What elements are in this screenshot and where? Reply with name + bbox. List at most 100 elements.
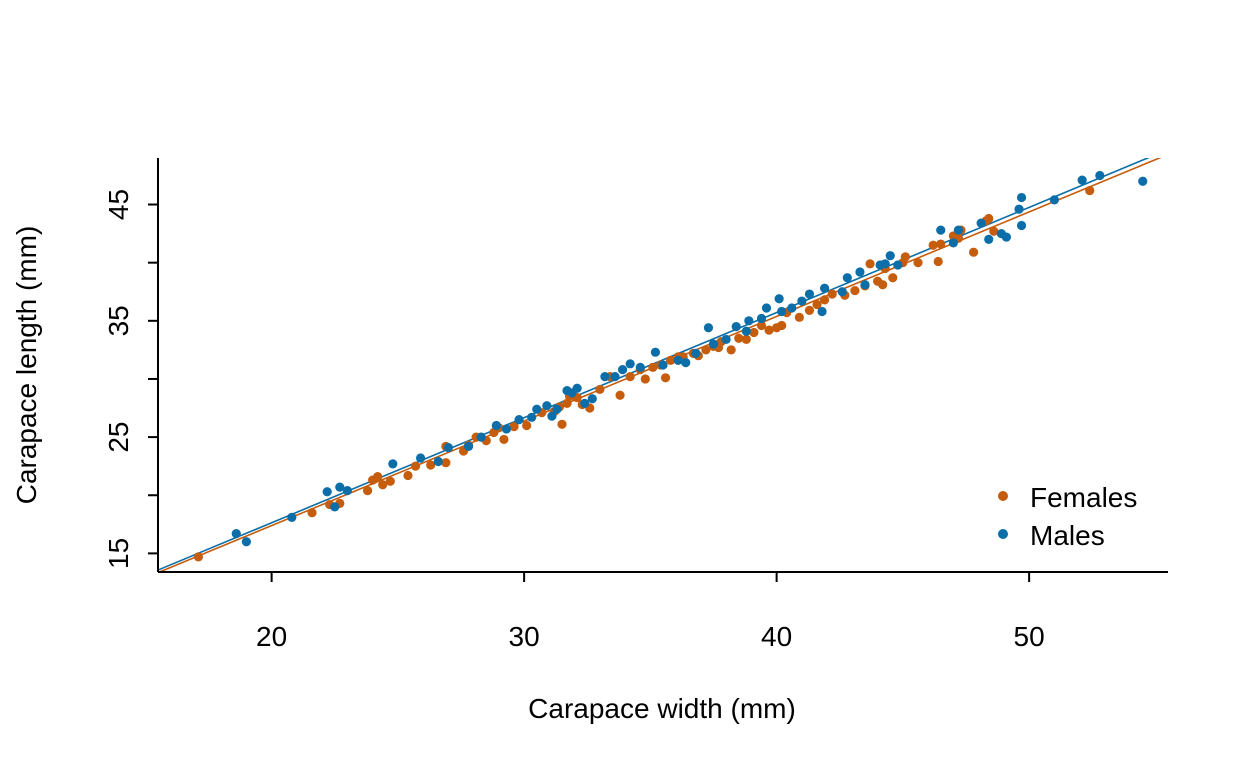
point-females (625, 372, 635, 382)
point-females (441, 458, 451, 468)
point-females (734, 333, 744, 343)
point-females (749, 327, 759, 338)
point-females (307, 508, 317, 518)
point-males (787, 303, 797, 313)
point-males (491, 420, 501, 431)
point-males (885, 251, 895, 261)
point-females (557, 419, 567, 429)
point-males (635, 362, 645, 372)
point-males (953, 225, 964, 235)
point-females (878, 280, 888, 290)
point-females (509, 422, 519, 432)
x-tick-label: 40 (761, 621, 792, 652)
point-females (499, 434, 509, 445)
point-females (928, 240, 938, 250)
data-points (193, 170, 1148, 562)
point-males (1095, 170, 1105, 181)
point-males (731, 322, 741, 332)
point-females (562, 398, 572, 408)
point-females (426, 460, 436, 470)
point-males (476, 432, 486, 442)
point-females (193, 552, 203, 562)
point-males (335, 482, 345, 492)
point-females (410, 461, 421, 471)
point-males (542, 401, 552, 411)
point-females (756, 320, 767, 331)
point-males (231, 529, 241, 539)
y-tick-label: 45 (103, 189, 134, 220)
point-males (572, 383, 582, 393)
point-males (744, 316, 754, 326)
point-males (691, 348, 701, 358)
point-females (701, 345, 711, 355)
fit-line-males (158, 158, 1150, 571)
point-males (837, 287, 847, 297)
point-males (433, 456, 443, 467)
legend: Females Males (998, 482, 1137, 551)
point-males (721, 334, 731, 345)
x-tick-label: 20 (256, 621, 287, 652)
point-males (1077, 175, 1087, 185)
point-females (989, 226, 999, 236)
legend-label-females: Females (1030, 482, 1137, 513)
point-males (681, 358, 691, 368)
point-males (416, 453, 426, 463)
x-tick-label: 30 (509, 621, 540, 652)
point-males (443, 442, 453, 453)
point-females (362, 485, 373, 496)
point-males (880, 259, 890, 269)
x-axis-title: Carapace width (mm) (528, 693, 796, 724)
point-males (1016, 220, 1027, 231)
point-females (794, 312, 804, 322)
point-males (618, 365, 628, 375)
point-males (625, 359, 635, 369)
point-females (913, 258, 923, 268)
point-males (756, 313, 767, 324)
point-males (342, 485, 352, 496)
point-females (378, 480, 388, 490)
legend-marker-females (998, 491, 1008, 501)
point-females (827, 289, 837, 299)
legend-marker-males (998, 529, 1008, 539)
point-males (761, 303, 772, 313)
x-tick-label: 50 (1014, 621, 1045, 652)
point-females (777, 320, 787, 331)
point-males (777, 306, 787, 317)
point-males (514, 415, 524, 425)
point-males (1138, 176, 1148, 186)
point-males (1016, 192, 1027, 203)
y-tick-label: 35 (103, 305, 134, 336)
point-females (812, 299, 822, 310)
point-females (900, 252, 911, 262)
point-females (933, 256, 943, 267)
point-males (860, 280, 870, 290)
point-females (820, 295, 830, 305)
point-males (610, 372, 620, 382)
point-males (600, 372, 610, 382)
point-females (665, 355, 676, 365)
point-females (1085, 185, 1095, 196)
point-males (501, 424, 512, 434)
point-females (764, 325, 774, 335)
point-males (708, 339, 719, 349)
point-males (547, 411, 557, 421)
y-axis-ticks: 15 25 35 45 (103, 189, 158, 569)
point-males (463, 441, 474, 452)
point-males (817, 306, 827, 317)
point-males (893, 260, 903, 270)
point-males (855, 267, 865, 277)
legend-label-males: Males (1030, 520, 1105, 551)
point-males (820, 283, 830, 293)
point-males (650, 347, 661, 357)
point-females (403, 470, 413, 481)
point-males (936, 225, 946, 235)
point-males (1001, 232, 1012, 242)
point-males (673, 355, 683, 365)
point-females (660, 373, 671, 383)
point-females (865, 259, 875, 269)
x-axis-ticks: 20 30 40 50 (256, 572, 1045, 652)
point-females (888, 273, 898, 283)
point-females (726, 345, 736, 355)
point-females (968, 247, 979, 257)
